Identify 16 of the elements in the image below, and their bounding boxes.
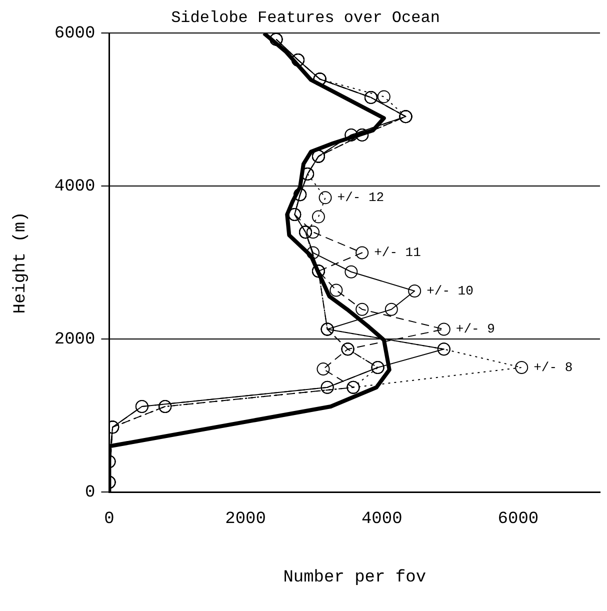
x-tick-label: 6000 (498, 510, 539, 529)
x-tick-label: 0 (104, 510, 114, 529)
y-tick-label: 2000 (54, 330, 96, 350)
x-tick-label: 4000 (361, 510, 402, 529)
y-axis-title: Height (m) (12, 212, 31, 314)
series-label: +/- 9 (456, 322, 495, 337)
series-label: +/- 12 (337, 190, 384, 206)
series-label: +/- 10 (426, 283, 474, 298)
series-label: +/- 11 (374, 245, 422, 260)
x-tick-label: 2000 (225, 510, 266, 529)
y-tick-label: 6000 (54, 24, 96, 44)
series-label: +/- 8 (534, 360, 573, 375)
y-tick-label: 4000 (54, 178, 96, 197)
x-axis-title: Number per fov (283, 568, 426, 588)
chart-title: Sidelobe Features over Ocean (171, 8, 440, 27)
y-tick-label: 0 (85, 484, 96, 503)
